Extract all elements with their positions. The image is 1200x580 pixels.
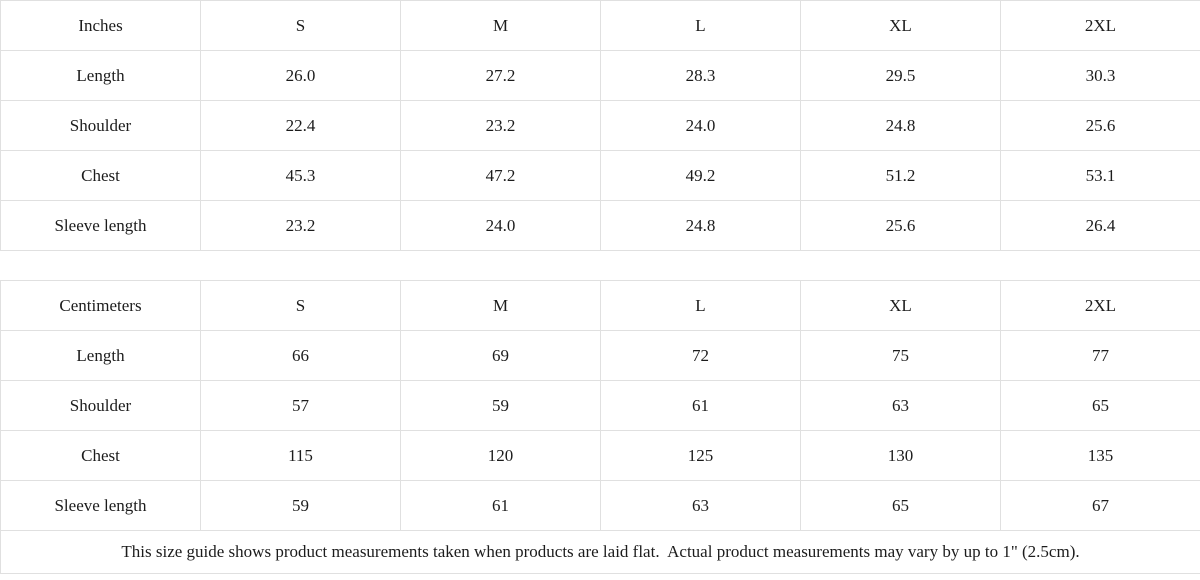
measurement-cell: 135 xyxy=(1000,430,1200,481)
inches-header-row: Inches S M L XL 2XL xyxy=(0,0,1200,51)
row-label: Chest xyxy=(0,430,201,481)
size-col-header-l: L xyxy=(600,280,801,331)
measurement-cell: 24.8 xyxy=(800,100,1001,151)
footer-note-row: This size guide shows product measuremen… xyxy=(0,530,1200,574)
measurement-cell: 63 xyxy=(600,480,801,531)
table-row-shoulder-cm: Shoulder 57 59 61 63 65 xyxy=(0,380,1200,431)
measurement-cell: 47.2 xyxy=(400,150,601,201)
unit-header-inches: Inches xyxy=(0,0,201,51)
measurement-cell: 24.0 xyxy=(400,200,601,251)
measurement-cell: 69 xyxy=(400,330,601,381)
measurement-cell: 24.8 xyxy=(600,200,801,251)
measurement-cell: 23.2 xyxy=(200,200,401,251)
measurement-cell: 45.3 xyxy=(200,150,401,201)
measurement-cell: 72 xyxy=(600,330,801,381)
size-col-header-2xl: 2XL xyxy=(1000,280,1200,331)
measurement-cell: 65 xyxy=(800,480,1001,531)
measurement-cell: 53.1 xyxy=(1000,150,1200,201)
measurement-cell: 130 xyxy=(800,430,1001,481)
size-col-header-xl: XL xyxy=(800,280,1001,331)
measurement-cell: 24.0 xyxy=(600,100,801,151)
measurement-cell: 66 xyxy=(200,330,401,381)
measurement-cell: 115 xyxy=(200,430,401,481)
measurement-cell: 49.2 xyxy=(600,150,801,201)
table-row-length-cm: Length 66 69 72 75 77 xyxy=(0,330,1200,381)
table-row-shoulder-in: Shoulder 22.4 23.2 24.0 24.8 25.6 xyxy=(0,100,1200,151)
row-label: Shoulder xyxy=(0,100,201,151)
measurement-cell: 75 xyxy=(800,330,1001,381)
measurement-cell: 77 xyxy=(1000,330,1200,381)
table-row-sleeve-in: Sleeve length 23.2 24.0 24.8 25.6 26.4 xyxy=(0,200,1200,251)
row-label: Sleeve length xyxy=(0,480,201,531)
table-row-length-in: Length 26.0 27.2 28.3 29.5 30.3 xyxy=(0,50,1200,101)
measurement-cell: 26.4 xyxy=(1000,200,1200,251)
measurement-cell: 61 xyxy=(400,480,601,531)
row-label: Length xyxy=(0,50,201,101)
size-col-header-m: M xyxy=(400,280,601,331)
measurement-cell: 29.5 xyxy=(800,50,1001,101)
measurement-cell: 65 xyxy=(1000,380,1200,431)
row-label: Length xyxy=(0,330,201,381)
size-col-header-l: L xyxy=(600,0,801,51)
size-col-header-s: S xyxy=(200,0,401,51)
measurement-cell: 67 xyxy=(1000,480,1200,531)
measurement-cell: 22.4 xyxy=(200,100,401,151)
measurement-cell: 30.3 xyxy=(1000,50,1200,101)
size-col-header-s: S xyxy=(200,280,401,331)
measurement-cell: 26.0 xyxy=(200,50,401,101)
size-col-header-m: M xyxy=(400,0,601,51)
centimeters-header-row: Centimeters S M L XL 2XL xyxy=(0,280,1200,331)
measurement-cell: 51.2 xyxy=(800,150,1001,201)
measurement-cell: 25.6 xyxy=(1000,100,1200,151)
measurement-cell: 59 xyxy=(200,480,401,531)
measurement-cell: 61 xyxy=(600,380,801,431)
size-guide-note: This size guide shows product measuremen… xyxy=(0,530,1200,574)
size-col-header-xl: XL xyxy=(800,0,1001,51)
size-col-header-2xl: 2XL xyxy=(1000,0,1200,51)
row-label: Shoulder xyxy=(0,380,201,431)
measurement-cell: 63 xyxy=(800,380,1001,431)
measurement-cell: 120 xyxy=(400,430,601,481)
row-label: Sleeve length xyxy=(0,200,201,251)
measurement-cell: 57 xyxy=(200,380,401,431)
unit-header-centimeters: Centimeters xyxy=(0,280,201,331)
measurement-cell: 28.3 xyxy=(600,50,801,101)
measurement-cell: 25.6 xyxy=(800,200,1001,251)
row-label: Chest xyxy=(0,150,201,201)
measurement-cell: 125 xyxy=(600,430,801,481)
measurement-cell: 27.2 xyxy=(400,50,601,101)
table-row-sleeve-cm: Sleeve length 59 61 63 65 67 xyxy=(0,480,1200,531)
table-row-chest-cm: Chest 115 120 125 130 135 xyxy=(0,430,1200,481)
table-row-chest-in: Chest 45.3 47.2 49.2 51.2 53.1 xyxy=(0,150,1200,201)
spacer-cell xyxy=(0,250,1200,281)
measurement-cell: 59 xyxy=(400,380,601,431)
measurement-cell: 23.2 xyxy=(400,100,601,151)
spacer-row xyxy=(0,250,1200,281)
